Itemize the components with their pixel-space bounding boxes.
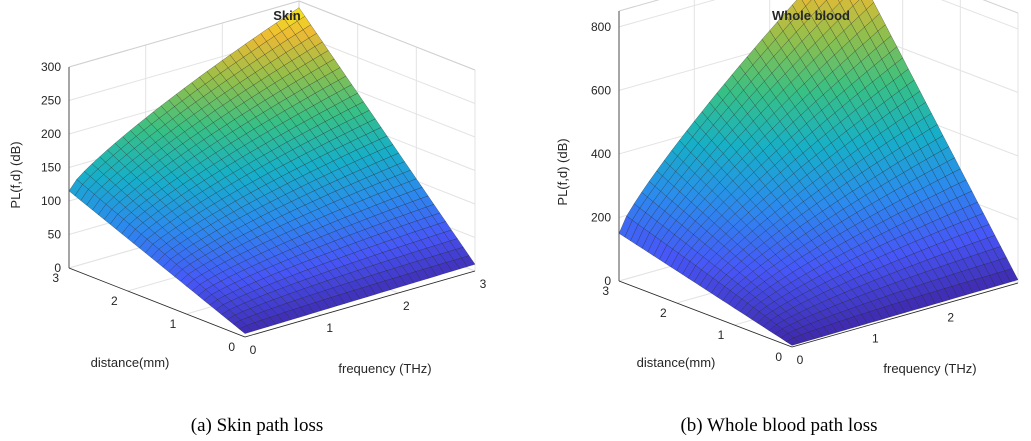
x-axis-line — [244, 270, 476, 338]
y-tick-label: 0 — [775, 350, 782, 364]
y-tick-label: 2 — [660, 306, 667, 320]
z-tick-label: 200 — [41, 127, 61, 141]
y-axis-line — [68, 267, 246, 338]
x-tick-label: 2 — [947, 310, 954, 324]
surface-mesh — [68, 7, 476, 334]
z-tick-label: 250 — [41, 94, 61, 108]
grid-line — [940, 0, 1019, 30]
caption-whole-blood: (b) Whole blood path loss — [680, 415, 877, 436]
surface-patch — [785, 337, 800, 346]
z-tick-label: 50 — [48, 228, 62, 242]
z-tick-label: 300 — [41, 60, 61, 74]
x-tick-label: 0 — [797, 353, 804, 367]
z-tick-label: 800 — [591, 20, 611, 34]
z-tick-label: 100 — [41, 194, 61, 208]
y-tick-label: 1 — [170, 317, 177, 331]
y-tick-label: 0 — [228, 340, 235, 354]
caption-skin: (a) Skin path loss — [191, 415, 323, 436]
z-tick-label: 0 — [604, 274, 611, 288]
z-tick-label: 600 — [591, 83, 611, 97]
y-tick-label: 3 — [602, 284, 609, 298]
z-axis-label: PL(f,d) (dB) — [555, 138, 570, 205]
x-tick-label: 3 — [480, 277, 487, 291]
y-axis-line — [618, 280, 793, 348]
y-axis-label: distance(mm) — [637, 355, 716, 370]
y-tick-label: 3 — [52, 271, 59, 285]
y-tick-label: 1 — [718, 328, 725, 342]
whole-blood-chart: 0 200 400 600 800 0 1 2 0 1 2 3 Whole blood PL(f,d) (… — [555, 0, 1019, 376]
x-tick-label: 1 — [326, 321, 333, 335]
y-tick-label: 2 — [111, 294, 118, 308]
z-tick-label: 0 — [54, 261, 61, 275]
x-tick-label: 1 — [872, 332, 879, 346]
x-axis-label: frequency (THz) — [883, 361, 976, 376]
z-tick-label: 400 — [591, 147, 611, 161]
z-axis-label: PL(f,d) (dB) — [8, 141, 23, 208]
grid-line — [298, 34, 476, 104]
grid-line — [618, 0, 716, 28]
box-edge — [298, 0, 476, 71]
chart-title: Skin — [273, 8, 301, 23]
surface-mesh — [618, 0, 1019, 346]
chart-title: Whole blood — [772, 8, 850, 23]
z-tick-label: 200 — [591, 210, 611, 224]
box-edge — [982, 0, 1019, 14]
z-tick-label: 150 — [41, 161, 61, 175]
surface-patch — [837, 0, 843, 4]
x-axis-label: frequency (THz) — [338, 361, 431, 376]
y-axis-label: distance(mm) — [91, 355, 170, 370]
box-edge — [68, 0, 300, 68]
x-tick-label: 0 — [250, 343, 257, 357]
surface-patch — [238, 325, 254, 334]
x-axis-line — [791, 282, 1019, 348]
box-edge — [618, 0, 660, 12]
x-tick-label: 2 — [403, 299, 410, 313]
